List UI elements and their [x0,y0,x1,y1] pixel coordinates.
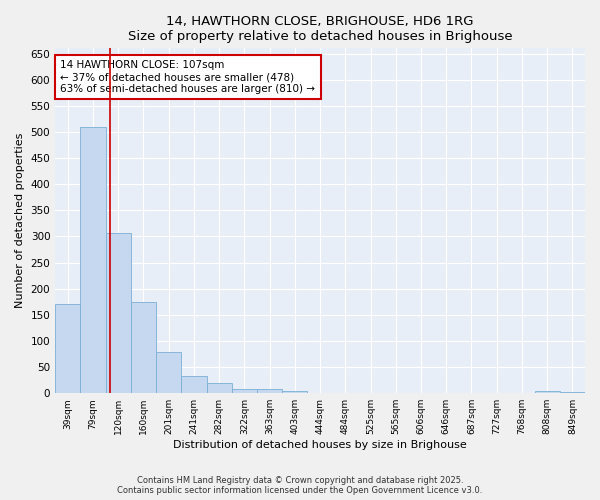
Bar [80,126,106,393]
Y-axis label: Number of detached properties: Number of detached properties [15,133,25,308]
Bar [560,392,585,393]
Bar [535,390,560,393]
Bar [232,389,257,393]
Text: 14 HAWTHORN CLOSE: 107sqm
← 37% of detached houses are smaller (478)
63% of semi: 14 HAWTHORN CLOSE: 107sqm ← 37% of detac… [61,60,316,94]
Bar [181,376,206,393]
Text: Contains HM Land Registry data © Crown copyright and database right 2025.
Contai: Contains HM Land Registry data © Crown c… [118,476,482,495]
Bar [282,390,307,393]
Bar [55,304,80,393]
Bar [131,302,156,393]
Title: 14, HAWTHORN CLOSE, BRIGHOUSE, HD6 1RG
Size of property relative to detached hou: 14, HAWTHORN CLOSE, BRIGHOUSE, HD6 1RG S… [128,15,512,43]
Bar [257,389,282,393]
X-axis label: Distribution of detached houses by size in Brighouse: Distribution of detached houses by size … [173,440,467,450]
Bar [106,233,131,393]
Bar [156,352,181,393]
Bar [206,383,232,393]
Bar [307,392,332,393]
